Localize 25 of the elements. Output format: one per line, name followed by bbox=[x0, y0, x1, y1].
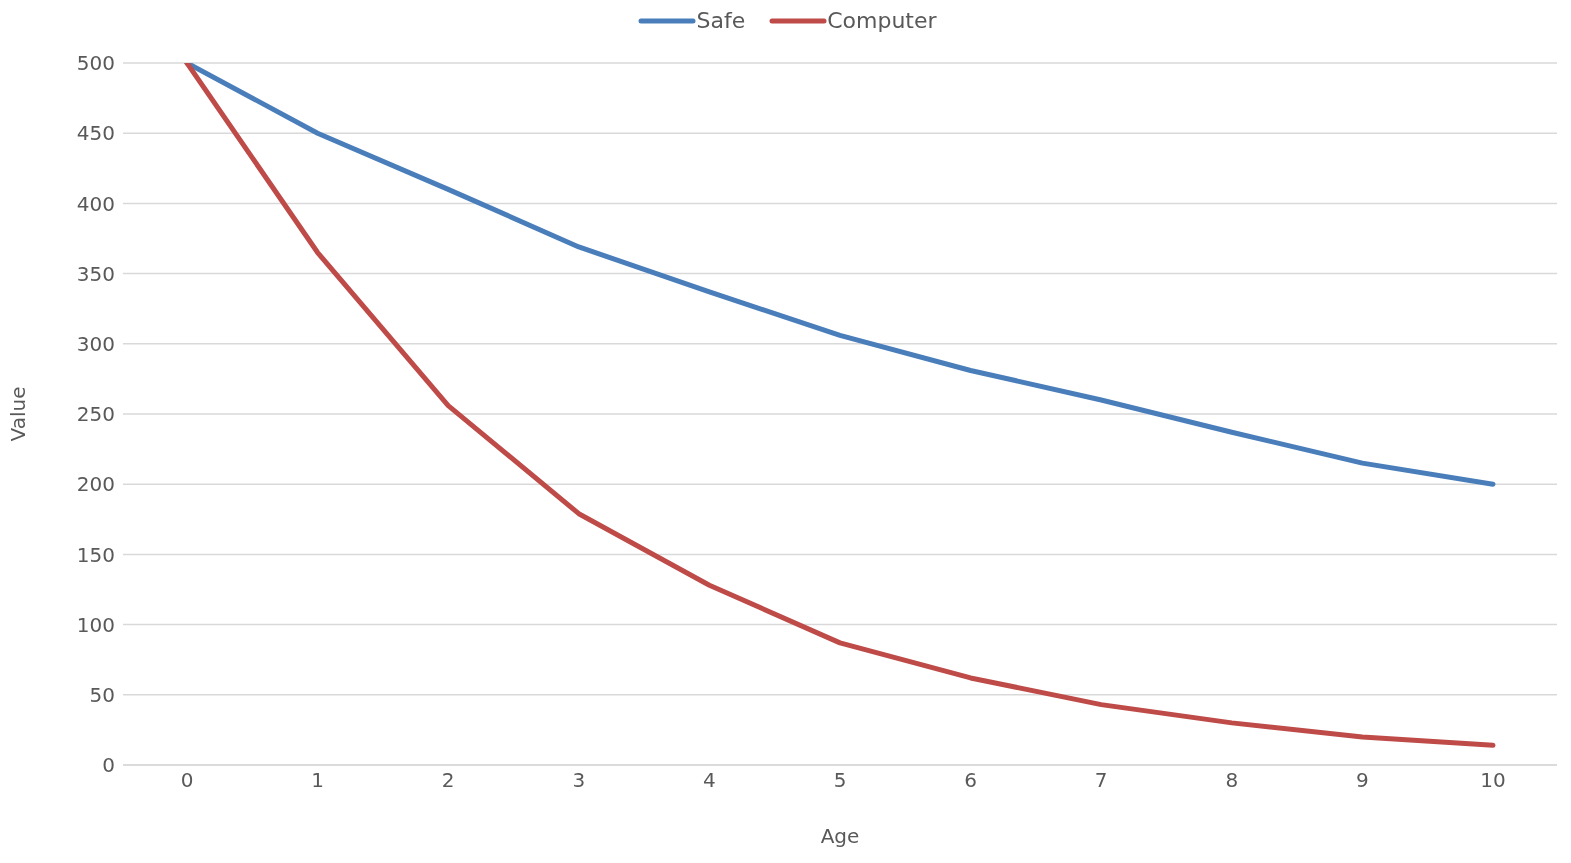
x-tick-label: 10 bbox=[1480, 768, 1506, 793]
y-tick-label: 350 bbox=[76, 261, 115, 286]
legend-label: Safe bbox=[696, 8, 746, 33]
y-tick-label: 200 bbox=[76, 472, 115, 497]
y-tick-label: 500 bbox=[76, 51, 115, 76]
x-tick-label: 8 bbox=[1225, 768, 1239, 793]
x-axis-title: Age bbox=[820, 824, 860, 848]
y-tick-label: 100 bbox=[76, 612, 115, 637]
y-tick-label: 50 bbox=[89, 682, 115, 707]
y-tick-label: 150 bbox=[76, 542, 115, 567]
x-tick-label: 9 bbox=[1356, 768, 1369, 793]
y-axis-title: Value bbox=[6, 386, 31, 442]
y-tick-label: 300 bbox=[76, 331, 115, 356]
x-tick-label: 5 bbox=[833, 768, 847, 793]
x-tick-label: 7 bbox=[1094, 768, 1108, 793]
y-tick-label: 400 bbox=[76, 191, 115, 216]
x-tick-label: 3 bbox=[572, 768, 586, 793]
y-tick-label: 250 bbox=[76, 402, 115, 427]
legend-label: Computer bbox=[827, 8, 937, 33]
x-tick-label: 0 bbox=[180, 768, 194, 793]
x-tick-label: 2 bbox=[441, 768, 455, 793]
x-tick-label: 4 bbox=[703, 768, 716, 793]
y-tick-label: 450 bbox=[76, 121, 115, 146]
x-tick-label: 6 bbox=[964, 768, 977, 793]
x-tick-label: 1 bbox=[311, 768, 324, 793]
